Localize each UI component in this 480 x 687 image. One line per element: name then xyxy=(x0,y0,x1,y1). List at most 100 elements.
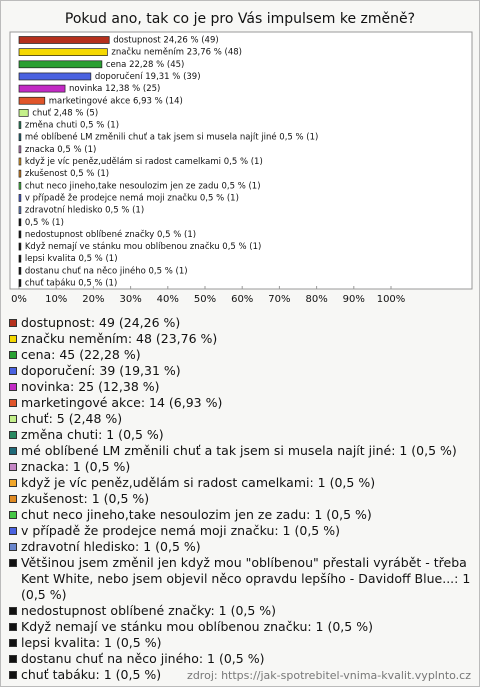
legend-label: chut neco jineho,take nesoulozim jen ze … xyxy=(21,507,372,522)
legend-swatch xyxy=(9,527,17,535)
chart-title: Pokud ano, tak co je pro Vás impulsem ke… xyxy=(65,11,415,27)
legend-item: novinka: 25 (12,38 %) xyxy=(9,379,471,395)
legend-item: chuť tabáku: 1 (0,5 %) xyxy=(9,667,471,683)
bar-label: chuť 2,48 % (5) xyxy=(32,108,98,118)
bar xyxy=(18,194,22,202)
legend-swatch xyxy=(9,623,17,631)
bar xyxy=(18,279,22,287)
legend-swatch xyxy=(9,559,17,567)
bar xyxy=(18,169,22,178)
legend-label: lepsi kvalita: 1 (0,5 %) xyxy=(21,635,162,650)
legend-label: marketingové akce: 14 (6,93 %) xyxy=(21,395,223,410)
legend-swatch xyxy=(9,479,17,487)
bar xyxy=(18,242,22,251)
bar xyxy=(18,218,22,227)
bar-label: značku neměním 23,76 % (48) xyxy=(111,47,242,58)
x-tick-label: 60% xyxy=(231,294,253,305)
legend-swatch xyxy=(9,463,17,471)
legend-label: dostanu chuť na něco jiného: 1 (0,5 %) xyxy=(21,651,265,666)
bar-label: v případě že prodejce nemá moji značku 0… xyxy=(25,192,239,203)
legend-swatch xyxy=(9,335,17,343)
legend-item: marketingové akce: 14 (6,93 %) xyxy=(9,395,471,411)
bar-label: znacka 0,5 % (1) xyxy=(25,145,96,155)
legend-label: chuť tabáku: 1 (0,5 %) xyxy=(21,667,162,682)
legend-swatch xyxy=(9,607,17,615)
bar xyxy=(18,181,22,190)
legend-item: mé oblíbené LM změnili chuť a tak jsem s… xyxy=(9,443,471,459)
legend-swatch xyxy=(9,399,17,407)
legend-label: zdravotní hledisko: 1 (0,5 %) xyxy=(21,539,201,554)
x-tick-label: 80% xyxy=(305,294,327,305)
chart: Pokud ano, tak co je pro Vás impulsem ke… xyxy=(9,11,473,305)
legend-label: cena: 45 (22,28 %) xyxy=(21,347,141,362)
bar xyxy=(18,84,66,93)
bar xyxy=(18,121,22,129)
bar-label: doporučení 19,31 % (39) xyxy=(95,71,201,82)
legend-label: Když nemají ve stánku mou oblíbenou znač… xyxy=(21,619,373,634)
legend-label: dostupnost: 49 (24,26 %) xyxy=(21,315,181,330)
legend-item: dostanu chuť na něco jiného: 1 (0,5 %) xyxy=(9,651,471,667)
legend-swatch xyxy=(9,319,17,327)
legend-item: Většinou jsem změnil jen když mou "oblíb… xyxy=(9,555,471,603)
bar-label: dostupnost 24,26 % (49) xyxy=(113,36,218,46)
x-tick-label: 0% xyxy=(11,294,27,305)
bar-label: marketingové akce 6,93 % (14) xyxy=(49,95,183,106)
legend-swatch xyxy=(9,511,17,519)
legend-label: novinka: 25 (12,38 %) xyxy=(21,379,160,394)
legend-swatch xyxy=(9,431,17,439)
bar xyxy=(18,206,22,214)
legend-item: dostupnost: 49 (24,26 %) xyxy=(9,315,471,331)
bar xyxy=(18,60,103,69)
legend-item: doporučení: 39 (19,31 %) xyxy=(9,363,471,379)
legend-swatch xyxy=(9,639,17,647)
legend-item: nedostupnost oblíbené značky: 1 (0,5 %) xyxy=(9,603,471,619)
x-tick-label: 50% xyxy=(194,294,216,305)
x-tick-label: 10% xyxy=(45,294,67,305)
legend-item: zdravotní hledisko: 1 (0,5 %) xyxy=(9,539,471,555)
bar xyxy=(18,254,22,263)
bar-label: 0,5 % (1) xyxy=(25,218,64,228)
bar xyxy=(18,109,29,117)
legend-item: znacka: 1 (0,5 %) xyxy=(9,459,471,475)
bar-label: lepsi kvalita 0,5 % (1) xyxy=(25,254,118,264)
legend-swatch xyxy=(9,543,17,551)
legend-label: když je víc peněz,udělám si radost camel… xyxy=(21,475,376,490)
bar-label: zdravotní hledisko 0,5 % (1) xyxy=(25,206,144,216)
legend-item: cena: 45 (22,28 %) xyxy=(9,347,471,363)
source: zdroj: https://jak-spotrebitel-vnima-kva… xyxy=(187,669,471,682)
bar-label: chuť tabáku 0,5 % (1) xyxy=(25,279,117,289)
legend-swatch xyxy=(9,655,17,663)
legend-swatch xyxy=(9,383,17,391)
bar-label: když je víc peněz,udělám si radost camel… xyxy=(25,157,263,167)
x-tick-label: 100% xyxy=(377,294,406,305)
legend-item: změna chuti: 1 (0,5 %) xyxy=(9,427,471,443)
bar xyxy=(18,267,22,275)
legend-swatch xyxy=(9,447,17,455)
bar-label: Když nemají ve stánku mou oblíbenou znač… xyxy=(25,241,261,252)
x-tick-label: 20% xyxy=(82,294,104,305)
bar xyxy=(18,133,22,142)
legend-label: chuť: 5 (2,48 %) xyxy=(21,411,123,426)
legend-label: Většinou jsem změnil jen když mou "oblíb… xyxy=(21,555,471,602)
bar xyxy=(18,157,22,166)
legend-label: v případě že prodejce nemá moji značku: … xyxy=(21,523,340,538)
bar-label: nedostupnost oblíbené značky 0,5 % (1) xyxy=(25,229,196,240)
bar xyxy=(18,145,22,154)
legend-swatch xyxy=(9,671,17,679)
bar xyxy=(18,96,46,105)
legend-label: značku neměním: 48 (23,76 %) xyxy=(21,331,218,346)
legend-swatch xyxy=(9,367,17,375)
legend-label: doporučení: 39 (19,31 %) xyxy=(21,363,181,378)
legend-item: v případě že prodejce nemá moji značku: … xyxy=(9,523,471,539)
legend-label: mé oblíbené LM změnili chuť a tak jsem s… xyxy=(21,443,457,458)
x-tick-label: 40% xyxy=(157,294,179,305)
bar-label: chut neco jineho,take nesoulozim jen ze … xyxy=(25,181,261,191)
legend-swatch xyxy=(9,415,17,423)
bar xyxy=(18,230,22,239)
bar-label: novinka 12,38 % (25) xyxy=(69,84,160,94)
legend: dostupnost: 49 (24,26 %) značku neměním: … xyxy=(9,315,471,683)
legend-label: změna chuti: 1 (0,5 %) xyxy=(21,427,164,442)
legend-item: chuť: 5 (2,48 %) xyxy=(9,411,471,427)
bar-label: cena 22,28 % (45) xyxy=(106,60,184,70)
